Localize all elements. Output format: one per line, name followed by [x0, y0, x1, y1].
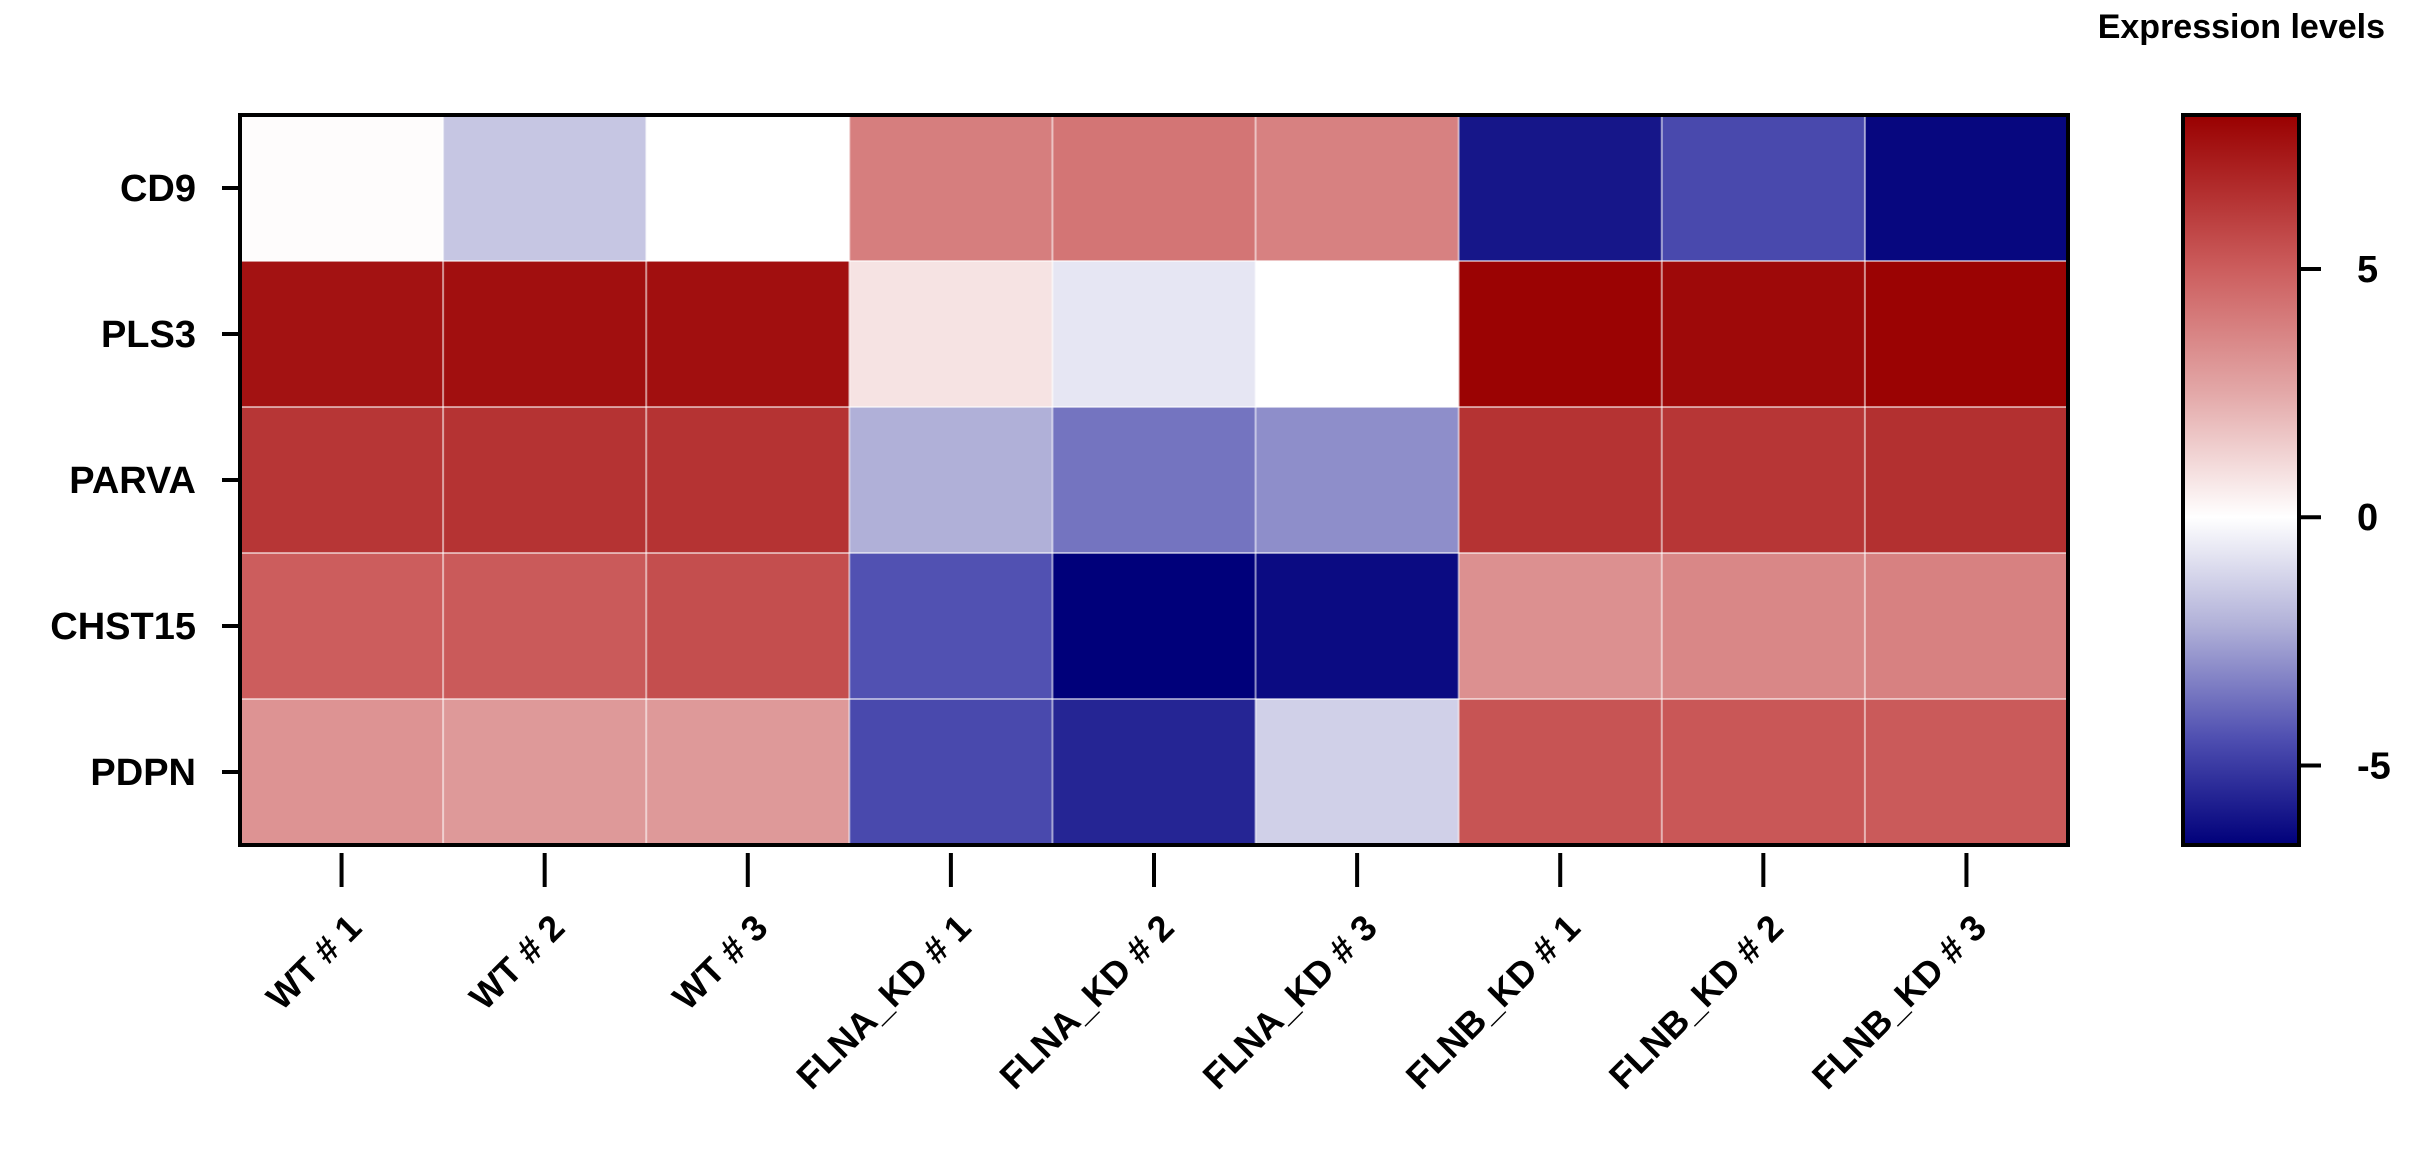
y-tick-label-cd9: CD9 — [120, 168, 196, 210]
heatmap-cell-cd9-flnb-kd-2 — [1661, 115, 1866, 262]
heatmap-cell-pls3-flna-kd-1 — [849, 261, 1053, 408]
heatmap-cell-chst15-wt-2 — [443, 553, 647, 700]
heatmap-cell-cd9-wt-3 — [646, 115, 850, 262]
heatmap-cell-pls3-flna-kd-3 — [1255, 261, 1460, 408]
heatmap-cell-pls3-flna-kd-2 — [1052, 261, 1257, 408]
heatmap-cell-pls3-wt-2 — [443, 261, 647, 408]
y-tick-label-parva: PARVA — [69, 460, 196, 502]
heatmap-cell-parva-flnb-kd-2 — [1661, 407, 1866, 554]
heatmap-cell-parva-flnb-kd-3 — [1864, 407, 2069, 554]
heatmap-cell-parva-flna-kd-2 — [1052, 407, 1257, 554]
heatmap-cell-cd9-flna-kd-2 — [1052, 115, 1257, 262]
y-axis: CD9 PLS3 PARVA CHST15 PDPN — [50, 168, 240, 794]
heatmap-cell-chst15-flna-kd-1 — [849, 553, 1053, 700]
heatmap-cell-chst15-flna-kd-2 — [1052, 553, 1257, 700]
heatmap-cell-parva-wt-3 — [646, 407, 850, 554]
heatmap-cell-chst15-flnb-kd-2 — [1661, 553, 1866, 700]
heatmap-cell-parva-flna-kd-3 — [1255, 407, 1460, 554]
x-tick-label-wt-3: WT # 3 — [664, 907, 775, 1018]
heatmap-cell-chst15-wt-1 — [240, 553, 444, 700]
heatmap-cell-pls3-wt-3 — [646, 261, 850, 408]
y-tick-label-chst15: CHST15 — [50, 606, 196, 648]
heatmap-cell-cd9-flna-kd-1 — [849, 115, 1053, 262]
heatmap-cell-cd9-flnb-kd-1 — [1458, 115, 1663, 262]
colorbar-tick-label: 0 — [2357, 497, 2378, 539]
colorbar-tick-label: -5 — [2357, 746, 2391, 788]
heatmap-cell-pls3-flnb-kd-2 — [1661, 261, 1866, 408]
heatmap-cell-chst15-flna-kd-3 — [1255, 553, 1460, 700]
colorbar-tick-label: 5 — [2357, 249, 2378, 291]
heatmap-cell-pdpn-wt-1 — [240, 699, 444, 846]
x-tick-label-flna-kd-3: FLNA_KD # 3 — [1195, 907, 1385, 1097]
x-tick-label-wt-1: WT # 1 — [258, 907, 369, 1018]
heatmap-cell-parva-flna-kd-1 — [849, 407, 1053, 554]
heatmap-cell-parva-flnb-kd-1 — [1458, 407, 1663, 554]
heatmap-cell-pdpn-flnb-kd-2 — [1661, 699, 1866, 846]
heatmap-grid — [240, 115, 2068, 845]
heatmap-cell-cd9-flnb-kd-3 — [1864, 115, 2069, 262]
colorbar-title: Expression levels — [2098, 8, 2385, 46]
heatmap-cell-chst15-wt-3 — [646, 553, 850, 700]
heatmap-cell-chst15-flnb-kd-3 — [1864, 553, 2069, 700]
heatmap-cell-cd9-flna-kd-3 — [1255, 115, 1460, 262]
x-tick-label-flnb-kd-3: FLNB_KD # 3 — [1804, 907, 1994, 1097]
heatmap-cell-pdpn-wt-2 — [443, 699, 647, 846]
x-tick-label-flnb-kd-2: FLNB_KD # 2 — [1601, 907, 1791, 1097]
heatmap-cell-cd9-wt-1 — [240, 115, 444, 262]
heatmap-cell-pdpn-flnb-kd-3 — [1864, 699, 2069, 846]
heatmap-cell-pdpn-wt-3 — [646, 699, 850, 846]
heatmap-cell-pdpn-flna-kd-3 — [1255, 699, 1460, 846]
y-tick-label-pls3: PLS3 — [101, 314, 196, 356]
heatmap-cell-pdpn-flna-kd-1 — [849, 699, 1053, 846]
heatmap-cell-pls3-wt-1 — [240, 261, 444, 408]
x-tick-label-flna-kd-2: FLNA_KD # 2 — [991, 907, 1181, 1097]
heatmap-cell-parva-wt-2 — [443, 407, 647, 554]
heatmap-cell-chst15-flnb-kd-1 — [1458, 553, 1663, 700]
colorbar: Expression levels 5 0 -5 — [2098, 8, 2391, 847]
heatmap-cell-cd9-wt-2 — [443, 115, 647, 262]
heatmap-cell-pdpn-flnb-kd-1 — [1458, 699, 1663, 846]
x-tick-label-wt-2: WT # 2 — [461, 907, 572, 1018]
heatmap-cell-pls3-flnb-kd-1 — [1458, 261, 1663, 408]
heatmap-cell-parva-wt-1 — [240, 407, 444, 554]
heatmap-cell-pls3-flnb-kd-3 — [1864, 261, 2069, 408]
x-tick-label-flna-kd-1: FLNA_KD # 1 — [788, 907, 978, 1097]
colorbar-gradient — [2181, 113, 2301, 847]
heatmap-cells — [240, 115, 2069, 846]
heatmap-cell-pdpn-flna-kd-2 — [1052, 699, 1257, 846]
x-axis: WT # 1 WT # 2 WT # 3 FLNA_KD # 1 FLNA_KD # 2… — [258, 853, 1994, 1097]
x-tick-label-flnb-kd-1: FLNB_KD # 1 — [1398, 907, 1588, 1097]
y-tick-label-pdpn: PDPN — [90, 752, 196, 794]
